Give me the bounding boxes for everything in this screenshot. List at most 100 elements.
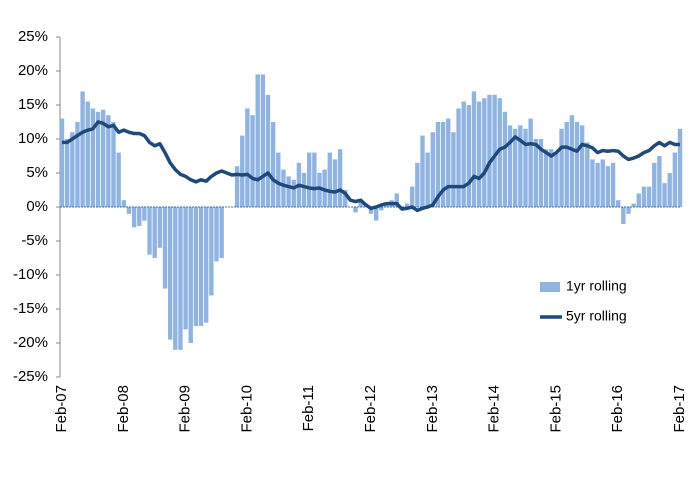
bar [636,193,641,207]
bar [157,207,163,248]
bar [276,152,281,207]
y-tick-label: 0% [26,198,48,215]
y-tick-label: -20% [13,334,48,351]
bar [240,135,245,207]
bar [327,152,332,207]
bar [250,115,255,207]
x-tick-label: Feb-15 [547,385,564,433]
x-tick-label: Feb-10 [238,385,255,433]
bar [245,108,250,207]
bar [646,186,652,207]
bar [451,132,456,207]
bar [662,183,667,207]
bar [265,94,271,207]
bar [590,159,595,207]
bar [332,159,338,207]
bar [430,132,435,207]
x-tick-label: Feb-14 [486,385,503,433]
bar [131,207,137,228]
bar [307,152,312,207]
bar [435,122,441,207]
bar [410,186,415,207]
bar [64,139,70,207]
bar [379,207,384,211]
bar [425,152,430,207]
bar [657,156,662,207]
y-tick-label: -5% [21,232,48,249]
x-tick-label: Feb-09 [177,385,194,433]
bar [621,207,626,224]
bar [533,139,538,207]
bar [301,173,307,207]
bar [600,159,605,207]
bar [70,132,75,207]
bar [564,122,569,207]
bar [116,152,121,207]
bar [507,125,513,207]
bar [538,139,544,207]
bar [631,203,636,207]
bar [183,207,188,330]
bar [101,109,106,207]
x-tick-label: Feb-17 [671,385,688,433]
bar [461,101,466,207]
x-tick-label: Feb-13 [424,385,441,433]
legend-label: 5yr rolling [566,308,627,324]
bar [446,118,451,207]
bar [188,207,193,343]
bar [193,207,199,326]
bar [482,98,487,207]
bar [394,193,399,207]
bar [219,207,224,258]
bar [641,186,647,207]
bar [214,207,219,262]
bar [677,128,683,207]
bar [95,111,101,207]
bar [234,166,240,207]
x-tick-label: Feb-12 [362,385,379,433]
y-tick-label: -15% [13,300,48,317]
bar [317,173,322,207]
y-tick-label: 20% [18,62,48,79]
legend-swatch [540,282,560,292]
bar [373,207,379,221]
bar [368,207,374,214]
bar [142,207,147,221]
bar [312,152,317,207]
y-tick-label: 5% [26,164,48,181]
bar [574,122,580,207]
bar [281,169,286,207]
bar [518,125,523,207]
bar [204,207,209,323]
bar [476,101,482,207]
bar [569,115,575,207]
x-tick-label: Feb-16 [609,385,626,433]
bar [343,190,348,207]
bar [80,91,85,207]
bar [440,122,446,207]
bar [667,173,672,207]
bar [260,74,266,208]
y-tick-label: 15% [18,96,48,113]
bar [559,128,564,207]
bar [209,207,214,296]
bar [595,162,600,207]
y-tick-label: 10% [18,130,48,147]
bar [162,207,168,289]
bar [59,118,65,207]
bar [178,207,183,350]
bar [543,149,549,207]
bar [528,118,533,207]
bar [420,135,425,207]
bar [90,108,96,207]
bar [487,94,492,207]
bar [523,128,528,207]
bar [471,91,477,207]
bar [75,122,80,207]
bar [605,166,611,207]
bar [111,122,116,207]
bar [137,207,142,227]
bar [585,142,590,207]
bar [554,152,559,207]
bar [121,200,126,207]
